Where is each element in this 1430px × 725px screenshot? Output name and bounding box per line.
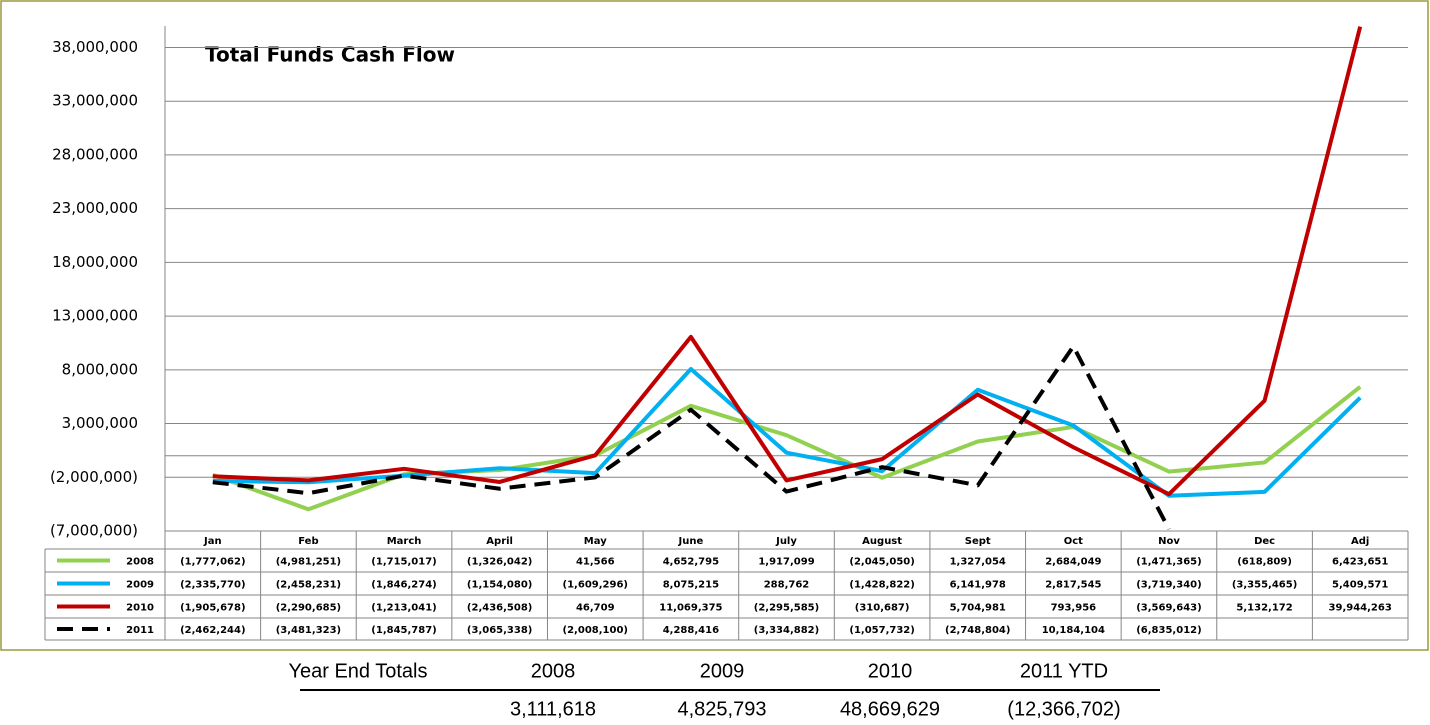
data-label: 46,709 (576, 603, 615, 614)
data-label: (3,481,323) (276, 625, 341, 636)
x-tick-label: March (387, 536, 422, 547)
chart-frame (0, 0, 1429, 651)
data-label: (1,428,822) (849, 580, 914, 591)
y-tick-label: 38,000,000 (52, 38, 138, 56)
data-label: 4,288,416 (663, 625, 719, 636)
data-label: 8,075,215 (663, 580, 719, 591)
y-tick-label: 8,000,000 (62, 360, 138, 378)
data-label: (3,065,338) (467, 625, 532, 636)
y-tick-label: 23,000,000 (52, 199, 138, 217)
data-label: (2,436,508) (467, 603, 532, 614)
x-tick-label: Dec (1254, 536, 1275, 547)
data-label: (2,462,244) (180, 625, 245, 636)
totals-value: 48,669,629 (840, 698, 940, 720)
data-label: 2,817,545 (1045, 580, 1101, 591)
data-label: 1,917,099 (758, 557, 814, 568)
data-label: (618,809) (1237, 557, 1292, 568)
data-label: (3,355,465) (1232, 580, 1297, 591)
y-tick-label: 18,000,000 (52, 253, 138, 271)
data-label: (3,569,643) (1136, 603, 1201, 614)
y-tick-label: (7,000,000) (50, 522, 138, 540)
y-tick-label: 13,000,000 (52, 307, 138, 325)
data-label: 288,762 (764, 580, 810, 591)
y-tick-label: (2,000,000) (50, 468, 138, 486)
y-tick-label: 3,000,000 (62, 414, 138, 432)
totals-value: (12,366,702) (1007, 698, 1120, 720)
legend-label: 2010 (126, 603, 154, 614)
totals-value: 4,825,793 (678, 698, 767, 720)
data-label: (1,905,678) (180, 603, 245, 614)
x-tick-label: Nov (1158, 536, 1180, 547)
totals-header: 2009 (700, 660, 745, 682)
data-label: 6,423,651 (1332, 557, 1388, 568)
totals-value: 3,111,618 (510, 698, 596, 720)
data-label: (1,845,787) (371, 625, 436, 636)
x-tick-label: Feb (298, 536, 318, 547)
x-tick-label: July (775, 536, 797, 547)
data-label: 1,327,054 (950, 557, 1006, 568)
data-label: (1,326,042) (467, 557, 532, 568)
data-label: (1,846,274) (371, 580, 436, 591)
x-tick-label: Jan (203, 536, 222, 547)
data-label: (1,609,296) (563, 580, 628, 591)
data-label: (1,777,062) (180, 557, 245, 568)
data-label: 793,956 (1051, 603, 1097, 614)
data-label: (6,835,012) (1136, 625, 1201, 636)
data-label: (2,290,685) (276, 603, 341, 614)
x-tick-label: Sept (965, 536, 991, 547)
data-label: (2,335,770) (180, 580, 245, 591)
x-tick-label: April (486, 536, 513, 547)
data-label: 39,944,263 (1329, 603, 1392, 614)
data-label: (2,748,804) (945, 625, 1010, 636)
data-label: 10,184,104 (1042, 625, 1105, 636)
legend-label: 2009 (126, 580, 154, 591)
data-label: 6,141,978 (950, 580, 1006, 591)
data-label: 5,409,571 (1332, 580, 1388, 591)
legend-label: 2008 (126, 557, 154, 568)
data-label: (1,213,041) (371, 603, 436, 614)
data-label: (1,057,732) (849, 625, 914, 636)
y-tick-label: 33,000,000 (52, 92, 138, 110)
x-tick-label: June (678, 536, 704, 547)
data-label: 4,652,795 (663, 557, 719, 568)
data-label: (2,008,100) (563, 625, 628, 636)
data-label: 5,132,172 (1236, 603, 1292, 614)
x-tick-label: August (862, 536, 902, 547)
data-label: (2,295,585) (754, 603, 819, 614)
data-label: (310,687) (855, 603, 910, 614)
data-label: 2,684,049 (1045, 557, 1101, 568)
x-tick-label: Oct (1064, 536, 1083, 547)
data-label: (2,045,050) (849, 557, 914, 568)
data-label: (1,715,017) (371, 557, 436, 568)
y-tick-label: 28,000,000 (52, 145, 138, 163)
data-table: Jan Feb March April May June July August Sept Oct… (44, 530, 1409, 641)
plot-area (164, 26, 1408, 532)
x-tick-label: Adj (1351, 536, 1369, 547)
x-tick-label: May (584, 536, 607, 547)
legend-label: 2011 (126, 625, 154, 636)
data-label: (3,334,882) (754, 625, 819, 636)
totals-label: Year End Totals (289, 660, 428, 682)
series-line (212, 344, 1171, 531)
series-line (212, 26, 1363, 497)
data-label: 41,566 (576, 557, 615, 568)
chart-title: Total Funds Cash Flow (205, 43, 455, 67)
data-label: (1,471,365) (1136, 557, 1201, 568)
data-label: 5,704,981 (950, 603, 1006, 614)
totals-header: 2010 (868, 660, 913, 682)
data-label: (3,719,340) (1136, 580, 1201, 591)
data-label: (4,981,251) (276, 557, 341, 568)
totals-header: 2011 YTD (1020, 660, 1108, 682)
data-label: (2,458,231) (276, 580, 341, 591)
data-label: 11,069,375 (659, 603, 722, 614)
totals-header: 2008 (531, 660, 576, 682)
data-label: (1,154,080) (467, 580, 532, 591)
